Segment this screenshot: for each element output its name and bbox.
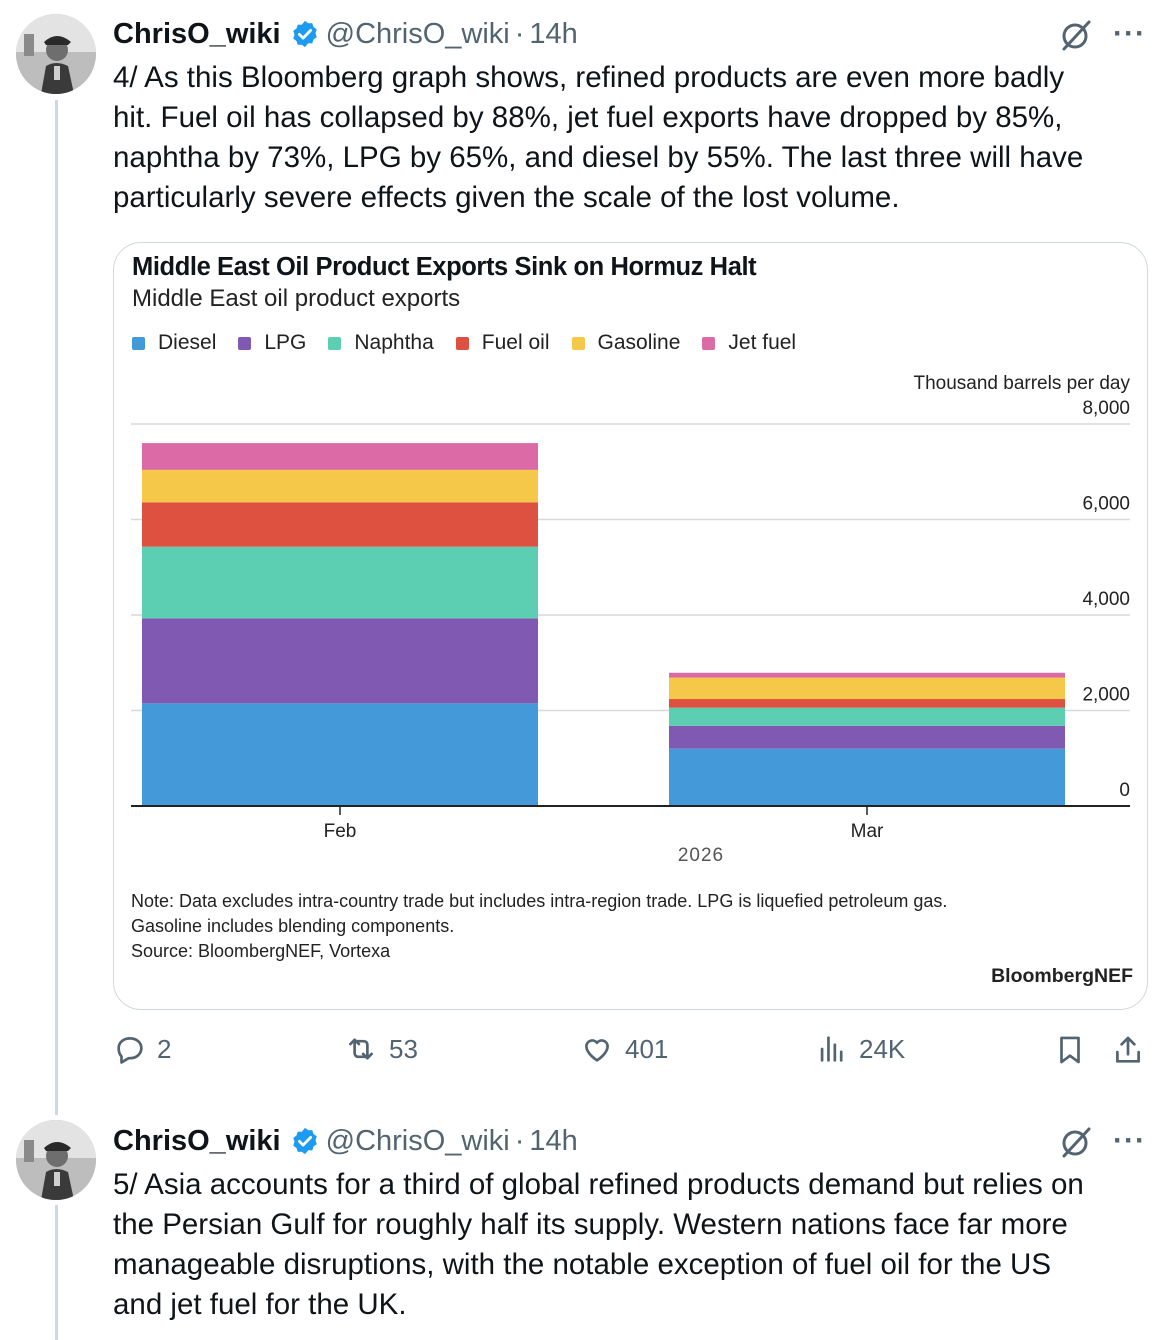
tweet-header: ChrisO_wiki @ChrisO_wiki · 14h (113, 14, 578, 54)
legend-item: Jet fuel (702, 331, 796, 355)
like-count: 401 (625, 1033, 669, 1064)
x-tick-label: Mar (851, 821, 884, 842)
bar-segment (142, 703, 538, 806)
tweet-text-line: the Persian Gulf for roughly half its su… (113, 1208, 1068, 1241)
tweet-actions: 2 53 401 24K (113, 1032, 1153, 1078)
note-line: Gasoline includes blending components. (131, 916, 455, 936)
bookmark-button[interactable] (1053, 1032, 1097, 1068)
bar-segment (669, 672, 1065, 678)
thread-line (55, 1205, 58, 1340)
bar-segment (142, 618, 538, 704)
views-button[interactable]: 24K (815, 1032, 905, 1066)
legend-swatch (702, 336, 716, 350)
tweet-text-line: hit. Fuel oil has collapsed by 88%, jet … (113, 101, 1063, 134)
grok-icon[interactable] (1058, 1124, 1094, 1160)
legend-item: LPG (238, 331, 306, 355)
y-tick-label: 0 (1119, 780, 1130, 801)
chart-subtitle: Middle East oil product exports (132, 285, 461, 312)
legend-swatch (328, 336, 342, 350)
bar-segment (142, 546, 538, 619)
author-name[interactable]: ChrisO_wiki (113, 17, 281, 50)
tweet-text-line: and jet fuel for the UK. (113, 1288, 407, 1321)
timestamp[interactable]: 14h (529, 17, 578, 50)
legend-item: Gasoline (571, 331, 681, 355)
author-handle[interactable]: @ChrisO_wiki (325, 17, 510, 50)
legend-item: Diesel (132, 331, 216, 355)
author-handle[interactable]: @ChrisO_wiki (325, 1124, 510, 1157)
share-icon (1116, 1036, 1140, 1063)
tweet-header: ChrisO_wiki @ChrisO_wiki · 14h (113, 1121, 578, 1161)
y-axis-label: Thousand barrels per day (913, 373, 1130, 394)
repost-icon (349, 1038, 373, 1060)
legend-swatch (455, 336, 469, 350)
bar-segment (669, 707, 1065, 726)
legend-label: Naphtha (354, 331, 434, 354)
x-tick-label: Feb (324, 821, 357, 842)
legend-label: Fuel oil (481, 331, 550, 354)
brand-label: BloombergNEF (991, 965, 1133, 987)
legend-swatch (238, 336, 252, 350)
bar-segment (669, 725, 1065, 749)
verified-badge-icon (290, 19, 320, 49)
timestamp[interactable]: 14h (529, 1124, 578, 1157)
more-options-button[interactable]: ··· (1113, 17, 1146, 50)
y-tick-label: 2,000 (1082, 685, 1130, 706)
tweet-text-line: naphtha by 73%, LPG by 65%, and diesel b… (113, 141, 1084, 174)
bar-segment (669, 699, 1065, 708)
avatar[interactable] (16, 14, 96, 94)
legend-label: Gasoline (597, 331, 681, 354)
chart-note: Note: Data excludes intra-country trade … (131, 889, 947, 964)
y-tick-label: 6,000 (1082, 494, 1130, 515)
separator-dot: · (514, 1124, 525, 1157)
tweet-text: 5/ Asia accounts for a third of global r… (113, 1165, 1153, 1325)
legend-item: Naphtha (328, 331, 434, 355)
note-line: Note: Data excludes intra-country trade … (131, 891, 948, 911)
legend-item: Fuel oil (455, 331, 550, 355)
verified-badge-icon (290, 1126, 320, 1156)
separator-dot: · (514, 17, 525, 50)
tweet-text: 4/ As this Bloomberg graph shows, refine… (113, 58, 1153, 218)
legend-label: LPG (264, 331, 307, 354)
bar-segment (669, 748, 1065, 806)
repost-button[interactable]: 53 (343, 1032, 418, 1066)
chart-image-card[interactable]: Middle East Oil Product Exports Sink on … (113, 242, 1148, 1010)
thread-line (55, 100, 58, 1115)
like-button[interactable]: 401 (579, 1032, 668, 1066)
reply-count: 2 (157, 1033, 172, 1064)
source-line: Source: BloombergNEF, Vortexa (131, 941, 391, 961)
views-count: 24K (859, 1033, 906, 1064)
views-icon (820, 1036, 843, 1062)
repost-count: 53 (389, 1033, 418, 1064)
avatar[interactable] (16, 1120, 96, 1200)
bar-segment (142, 469, 538, 503)
legend-label: Jet fuel (728, 331, 797, 354)
legend-swatch (571, 336, 585, 350)
like-icon (585, 1039, 609, 1062)
bar-segment (669, 677, 1065, 700)
legend-label: Diesel (158, 331, 217, 354)
share-button[interactable] (1111, 1032, 1155, 1068)
y-tick-label: 4,000 (1082, 589, 1130, 610)
chart-legend: Diesel LPG Naphtha Fuel oil Gasoline Jet fuel (132, 331, 818, 355)
bookmark-icon (1060, 1036, 1080, 1064)
bar-segment (142, 502, 538, 547)
chart-title: Middle East Oil Product Exports Sink on … (132, 253, 757, 281)
legend-swatch (132, 336, 145, 350)
tweet-text-line: 4/ As this Bloomberg graph shows, refine… (113, 61, 1065, 94)
grok-icon[interactable] (1058, 17, 1094, 53)
tweet-text-line: 5/ Asia accounts for a third of global r… (113, 1168, 1084, 1201)
author-name[interactable]: ChrisO_wiki (113, 1124, 281, 1157)
chart-plot: Thousand barrels per day 0 2,000 4,000 6,000… (131, 373, 1130, 866)
y-tick-label: 8,000 (1082, 398, 1130, 419)
tweet-text-line: particularly severe effects given the sc… (113, 181, 900, 214)
tweet-text-line: manageable disruptions, with the notable… (113, 1248, 1052, 1281)
reply-button[interactable]: 2 (113, 1032, 171, 1066)
reply-icon (117, 1037, 143, 1064)
more-options-button[interactable]: ··· (1113, 1124, 1146, 1157)
bar-segment (142, 443, 538, 470)
x-axis-label: 2026 (678, 845, 724, 866)
